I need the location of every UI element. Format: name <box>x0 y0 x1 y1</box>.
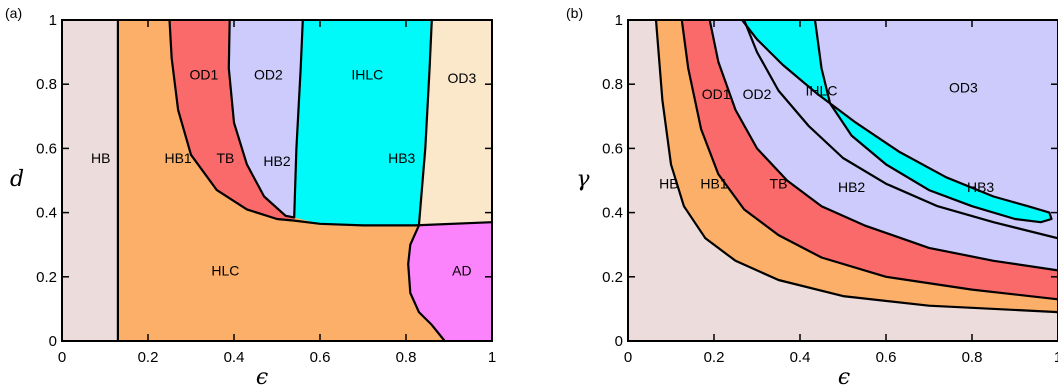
region-label-hlc: HLC <box>211 262 239 278</box>
panel-a-ticks: 0 0.2 0.4 0.6 0.8 1 0 0.2 0.4 0.6 0.8 1 <box>36 12 496 366</box>
region-label-od1: OD1 <box>702 86 731 102</box>
panel-a: (a) 0 0.2 0.4 0.6 0.8 1 0 0.2 0.4 0.6 0.8 1 HB HB1 TB… <box>5 5 496 386</box>
x-tick-label: 0.2 <box>704 349 725 366</box>
region-label-hb3: HB3 <box>967 179 994 195</box>
boundary-tb-hb2 <box>227 18 296 219</box>
region-label-od2: OD2 <box>254 67 283 83</box>
x-tick-label: 1 <box>1054 349 1058 366</box>
panel-a-xlabel: ϵ <box>256 365 268 386</box>
panel-a-ylabel: d <box>10 167 24 192</box>
panel-b: (b) 0 0.2 0.4 0.6 0.8 1 0 0.2 0.4 0.6 0.8 1 HB HB1 TB… <box>566 5 1058 386</box>
panel-a-regions <box>62 20 493 341</box>
region-label-hb3: HB3 <box>388 150 415 166</box>
region-label-ad: AD <box>452 262 471 278</box>
panel-a-label: (a) <box>5 5 22 21</box>
boundary-tb-hb2 <box>708 20 1058 272</box>
panel-b-regions <box>628 20 1058 341</box>
panel-b-boundaries <box>654 20 1058 314</box>
region-label-hb: HB <box>659 176 678 192</box>
panel-b-label: (b) <box>566 5 583 21</box>
y-tick-label: 1 <box>615 12 623 29</box>
region-ihlc <box>294 20 432 226</box>
x-tick-label: 0.8 <box>396 349 417 366</box>
region-label-hb1: HB1 <box>700 176 727 192</box>
boundary-hb3-right <box>417 18 433 227</box>
x-tick-label: 0.6 <box>310 349 331 366</box>
y-tick-label: 0.4 <box>36 205 57 222</box>
panel-b-ticks: 0 0.2 0.4 0.6 0.8 1 0 0.2 0.4 0.6 0.8 1 <box>602 12 1058 366</box>
y-tick-label: 0.4 <box>602 205 623 222</box>
panel-b-region-labels: HB HB1 TB HB2 HB3 OD1 OD2 IHLC OD3 <box>659 79 994 195</box>
y-tick-label: 0.2 <box>602 269 623 286</box>
boundary-hb2-hb3 <box>293 18 304 219</box>
panel-a-boundaries <box>116 18 494 343</box>
region-label-od3: OD3 <box>448 70 477 86</box>
boundary-hb2-od3 <box>742 20 1058 240</box>
x-tick-label: 0.6 <box>876 349 897 366</box>
x-tick-label: 0 <box>58 349 66 366</box>
y-tick-label: 0.8 <box>36 76 57 93</box>
y-tick-label: 0.8 <box>602 76 623 93</box>
region-od2 <box>228 20 303 218</box>
panel-a-region-labels: HB HB1 TB HB2 HB3 OD1 OD2 IHLC OD3 HLC AD <box>91 67 477 279</box>
region-od1 <box>169 20 295 221</box>
y-tick-label: 0.6 <box>36 140 57 157</box>
region-label-ihlc: IHLC <box>806 83 838 99</box>
region-label-ihlc: IHLC <box>351 67 383 83</box>
boundary-ad-hlc <box>407 224 446 343</box>
region-label-hb2: HB2 <box>263 153 290 169</box>
region-hb3 <box>742 20 1052 223</box>
region-od3 <box>418 20 492 226</box>
y-tick-label: 0 <box>615 333 623 350</box>
region-label-hb1: HB1 <box>164 150 191 166</box>
panel-b-xlabel: ϵ <box>838 365 850 386</box>
region-label-od1: OD1 <box>190 67 219 83</box>
panel-b-ylabel: γ <box>576 167 590 192</box>
x-tick-label: 0.4 <box>790 349 811 366</box>
x-tick-label: 1 <box>488 349 496 366</box>
region-hb <box>62 20 118 341</box>
boundary-hb1-tb <box>680 20 1058 301</box>
region-label-tb: TB <box>216 150 234 166</box>
panel-b-frame <box>627 19 1058 342</box>
panel-a-frame <box>61 19 493 342</box>
region-label-hb: HB <box>91 150 110 166</box>
y-tick-label: 0 <box>49 333 57 350</box>
x-tick-label: 0 <box>624 349 632 366</box>
y-tick-label: 0.2 <box>36 269 57 286</box>
region-label-tb: TB <box>770 176 788 192</box>
boundary-hb1-tb <box>168 18 494 227</box>
y-tick-label: 0.6 <box>602 140 623 157</box>
region-label-od2: OD2 <box>743 86 772 102</box>
region-ad <box>408 222 492 341</box>
x-tick-label: 0.2 <box>138 349 159 366</box>
region-label-od3: OD3 <box>949 79 978 95</box>
x-tick-label: 0.4 <box>224 349 245 366</box>
x-tick-label: 0.8 <box>962 349 983 366</box>
y-tick-label: 1 <box>49 12 57 29</box>
boundary-hb3-loop <box>740 20 1053 224</box>
region-label-hb2: HB2 <box>838 179 865 195</box>
boundary-hb-hb1 <box>654 20 1058 314</box>
